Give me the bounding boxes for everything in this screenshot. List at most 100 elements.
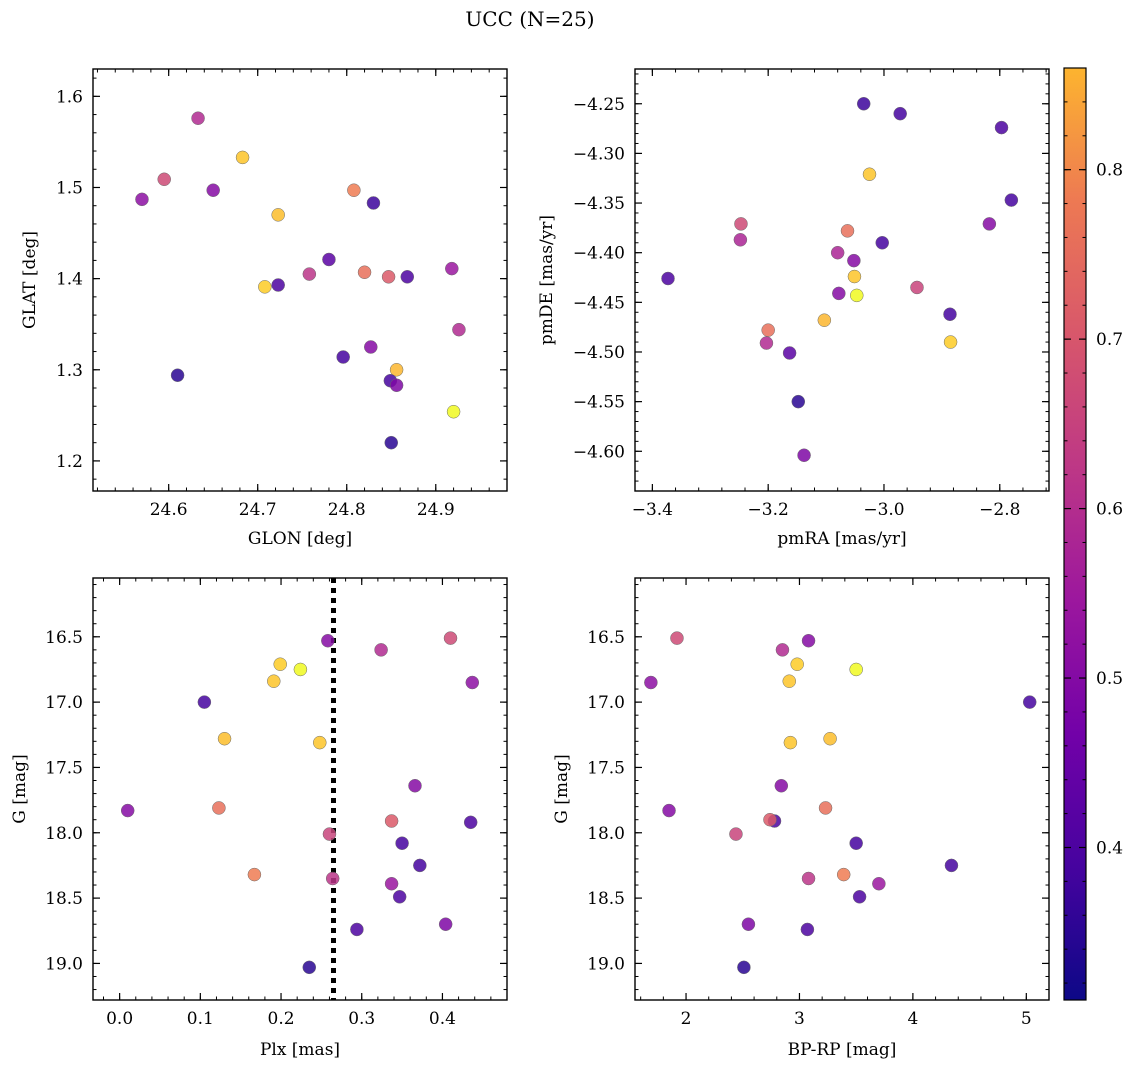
scatter-point [847, 253, 861, 268]
y-tick-label: −4.30 [573, 144, 625, 164]
colorbar-gradient [1064, 68, 1086, 1000]
scatter-point [381, 270, 396, 284]
y-tick-label: −4.50 [573, 343, 625, 363]
scatter-point [212, 801, 226, 815]
scatter-point [670, 631, 684, 645]
x-tick-label: 0.3 [348, 1009, 375, 1029]
scatter-point [258, 280, 272, 294]
y-axis-label: pmDE [mas/yr] [537, 215, 557, 345]
scatter-point [135, 192, 149, 207]
scatter-point [790, 657, 804, 671]
scatter-point [413, 858, 427, 873]
scatter-point [395, 836, 409, 850]
scatter-point [872, 876, 886, 891]
scatter-point [273, 657, 287, 671]
colorbar-tick-label: 0.8 [1096, 161, 1123, 181]
scatter-point [801, 633, 816, 648]
y-tick-label: −4.60 [573, 442, 625, 462]
scatter-point [737, 960, 751, 975]
scatter-point [322, 827, 337, 841]
scatter-point [943, 335, 958, 349]
y-tick-label: 18.5 [45, 889, 83, 909]
scatter-point [347, 183, 361, 197]
scatter-point [374, 643, 388, 657]
x-tick-label: 0.2 [268, 1009, 295, 1029]
colorbar-tick-label: 0.6 [1096, 500, 1123, 520]
scatter-point [982, 217, 997, 231]
scatter-point [741, 917, 756, 931]
x-axis-label: GLON [deg] [248, 529, 352, 549]
scatter-point [438, 917, 453, 931]
scatter-point [801, 871, 816, 886]
scatter-point [322, 252, 336, 267]
x-tick-label: 4 [907, 1009, 918, 1029]
scatter-point [120, 803, 135, 818]
scatter-point [852, 890, 867, 904]
x-tick-label: 0.1 [187, 1009, 214, 1029]
scatter-point [1004, 193, 1019, 207]
scatter-point [661, 271, 675, 286]
x-tick-label: 24.8 [328, 500, 366, 520]
scatter-point [763, 812, 777, 827]
scatter-point [465, 675, 480, 690]
scatter-point [170, 368, 185, 382]
scatter-point [662, 803, 676, 818]
scatter-point [267, 674, 281, 688]
x-tick-label: −3.4 [632, 500, 673, 520]
scatter-point [893, 106, 907, 121]
x-tick-label: 2 [681, 1009, 692, 1029]
scatter-point [775, 643, 790, 657]
scatter-point [818, 801, 833, 815]
scatter-point [366, 196, 381, 210]
scatter-point [782, 346, 797, 360]
y-tick-label: −4.25 [573, 95, 625, 115]
y-tick-label: 18.0 [587, 824, 625, 844]
x-tick-label: 5 [1021, 1009, 1032, 1029]
y-tick-label: 16.5 [45, 628, 83, 648]
colorbar: 0.4 0.5 0.6 0.7 0.8 [1063, 67, 1123, 1001]
x-tick-label: 0.4 [429, 1009, 456, 1029]
x-axis-label: BP-RP [mag] [788, 1040, 897, 1060]
scatter-point [729, 827, 743, 841]
y-tick-label: −4.55 [573, 393, 625, 413]
scatter-point [817, 313, 832, 327]
scatter-point [823, 731, 837, 746]
y-tick-label: 17.5 [45, 758, 83, 778]
scatter-point [733, 233, 748, 247]
scatter-point [761, 323, 775, 337]
scatter-point [217, 731, 232, 746]
panel-pmra-pmde: −3.4 −3.2 −3.0 −2.8 −4.60 −4.55 −4.50 −4.45 −4.4… [537, 68, 1050, 549]
scatter-point [445, 261, 459, 276]
scatter-point [321, 633, 335, 648]
scatter-point [943, 307, 957, 322]
scatter-point [191, 111, 205, 125]
scatter-point [313, 735, 327, 750]
scatter-point [840, 224, 855, 238]
scatter-point [443, 631, 458, 645]
figure-title: UCC (N=25) [465, 7, 594, 31]
scatter-point [850, 288, 864, 303]
scatter-point [302, 960, 317, 975]
y-tick-label: 19.0 [587, 954, 625, 974]
scatter-point [384, 814, 399, 828]
y-tick-label: 1.4 [56, 270, 83, 290]
x-tick-label: 24.9 [417, 500, 455, 520]
scatter-point [994, 120, 1009, 135]
x-tick-label: −3.0 [863, 500, 904, 520]
scatter-point [392, 890, 407, 904]
y-axis-label: G [mag] [10, 754, 30, 823]
scatter-point [336, 350, 350, 364]
y-tick-label: 16.5 [587, 628, 625, 648]
y-tick-label: 19.0 [45, 954, 83, 974]
scatter-point [206, 183, 220, 197]
scatter-point [389, 378, 404, 393]
scatter-point [357, 265, 372, 280]
scatter-point [157, 172, 171, 187]
scatter-point [782, 674, 797, 688]
scatter-point [832, 286, 846, 301]
x-tick-label: −2.8 [979, 500, 1020, 520]
scatter-point [446, 404, 461, 419]
scatter-point [1022, 695, 1037, 709]
y-tick-label: −4.35 [573, 194, 625, 214]
scatter-point [944, 858, 959, 873]
